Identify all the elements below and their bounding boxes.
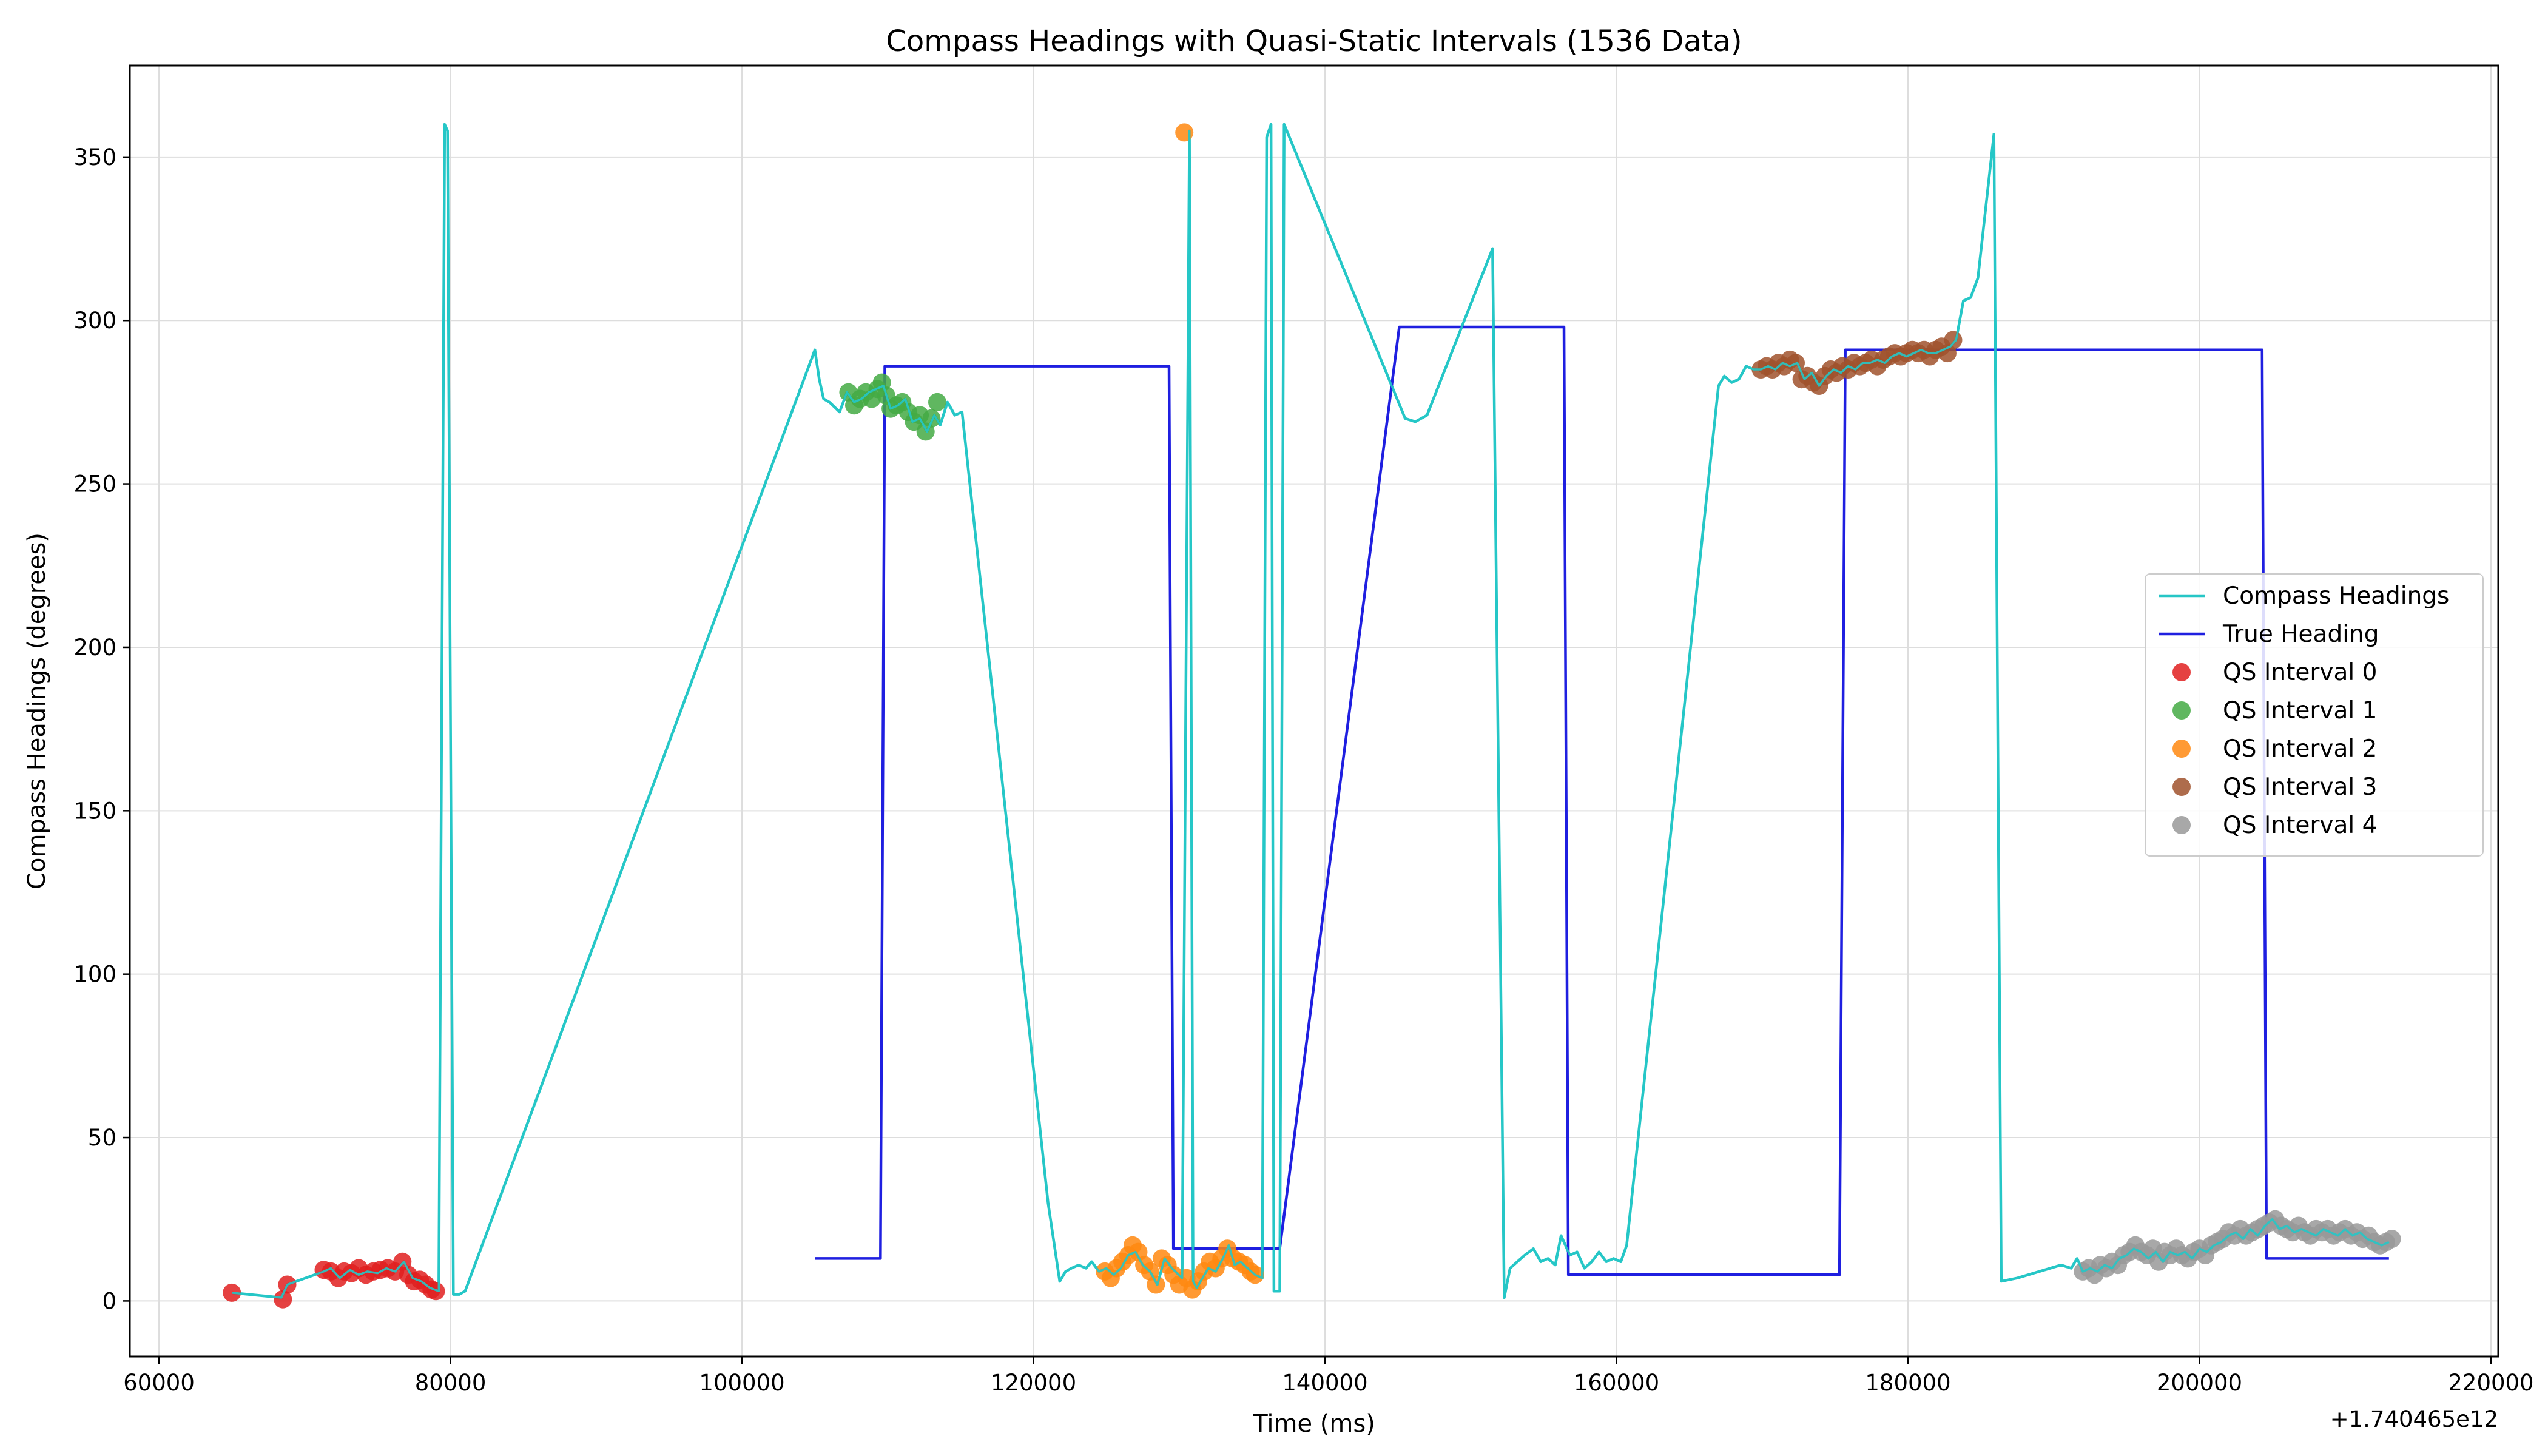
x-tick-label: 80000 xyxy=(415,1370,487,1396)
y-tick-label: 300 xyxy=(73,308,116,334)
legend-swatch-qs-interval-4 xyxy=(2172,816,2191,834)
qs-interval-1-points xyxy=(839,373,946,441)
legend-swatch-qs-interval-0 xyxy=(2172,663,2191,681)
plot-frame xyxy=(129,64,2499,1358)
legend-box xyxy=(2145,573,2484,857)
x-tick-label: 180000 xyxy=(1865,1370,1950,1396)
legend-label-qs-interval-2: QS Interval 2 xyxy=(2223,735,2377,763)
x-tick-label: 140000 xyxy=(1282,1370,1367,1396)
legend-label-true-heading: True Heading xyxy=(2222,621,2379,648)
y-tick-label: 50 xyxy=(88,1125,116,1151)
plot-series xyxy=(223,123,2401,1309)
x-axis-offset-label: +1.740465e12 xyxy=(2330,1406,2498,1432)
legend-swatch-qs-interval-3 xyxy=(2172,778,2191,796)
axes: 60000 80000 100000 120000 140000 160000 180000… xyxy=(73,144,2533,1396)
compass-headings-line-overlay xyxy=(232,123,2390,1299)
x-tick-label: 100000 xyxy=(699,1370,784,1396)
qs-interval-2-point xyxy=(1147,1275,1165,1294)
y-tick-label: 0 xyxy=(102,1288,116,1314)
qs-interval-0-point xyxy=(274,1290,292,1309)
qs-interval-2-point xyxy=(1175,123,1194,142)
x-tick-label: 60000 xyxy=(123,1370,195,1396)
legend-swatch-qs-interval-2 xyxy=(2172,740,2191,758)
qs-interval-1-point xyxy=(922,409,941,428)
x-tick-label: 160000 xyxy=(1574,1370,1659,1396)
legend-label-qs-interval-4: QS Interval 4 xyxy=(2223,812,2377,839)
grid xyxy=(130,66,2498,1357)
legend-swatch-qs-interval-1 xyxy=(2172,701,2191,720)
y-tick-label: 100 xyxy=(73,962,116,988)
legend-label-qs-interval-1: QS Interval 1 xyxy=(2223,697,2377,724)
y-axis-label: Compass Headings (degrees) xyxy=(23,533,51,889)
y-tick-label: 200 xyxy=(73,635,116,661)
x-tick-label: 220000 xyxy=(2448,1370,2533,1396)
y-tick-label: 250 xyxy=(73,471,116,497)
y-tick-label: 350 xyxy=(73,144,116,170)
true-heading-line xyxy=(815,325,2389,1276)
legend-label-compass-headings: Compass Headings xyxy=(2223,582,2449,610)
x-axis-label: Time (ms) xyxy=(1252,1410,1375,1438)
x-tick-label: 200000 xyxy=(2157,1370,2242,1396)
qs-interval-3-point xyxy=(1944,331,1963,349)
legend-label-qs-interval-3: QS Interval 3 xyxy=(2223,774,2377,801)
x-tick-label: 120000 xyxy=(991,1370,1076,1396)
chart-title: Compass Headings with Quasi-Static Inter… xyxy=(886,24,1742,58)
y-tick-label: 150 xyxy=(73,798,116,824)
legend-label-qs-interval-0: QS Interval 0 xyxy=(2223,659,2377,686)
legend: Compass Headings True Heading QS Interval … xyxy=(2145,573,2484,857)
qs-interval-1-point xyxy=(928,393,946,411)
qs-interval-4-point xyxy=(2382,1230,2401,1249)
